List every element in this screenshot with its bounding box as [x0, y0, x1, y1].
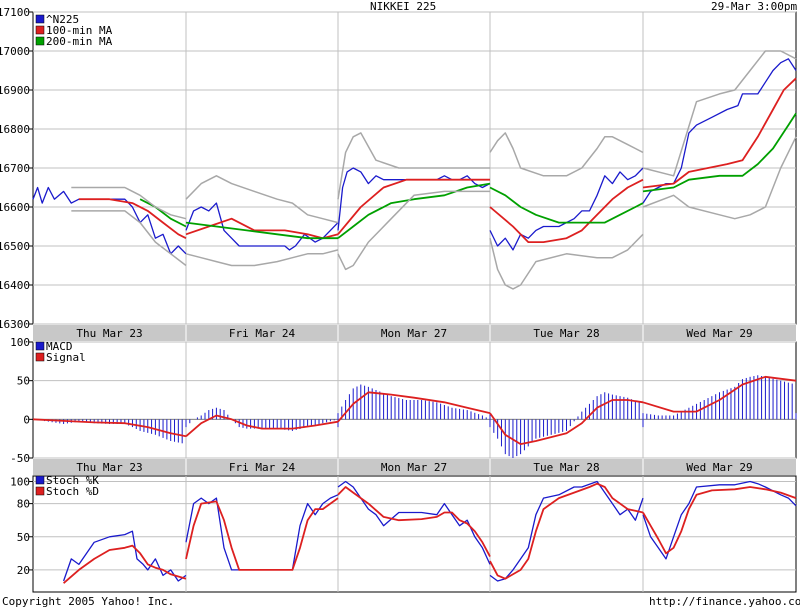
price-series-n225	[642, 58, 797, 204]
price-series-200-min-ma	[489, 186, 644, 224]
price-tick-label-16300: 16300	[0, 318, 30, 331]
legend-label-200-min-ma: 200-min MA	[46, 35, 113, 48]
legend-swatch-200-min-ma	[35, 36, 45, 46]
price-series-upper-band	[185, 175, 339, 224]
price-series-100-min-ma	[78, 198, 187, 240]
macd-tick-label-100: 100	[10, 336, 30, 349]
price-series-lower-band	[489, 233, 644, 290]
legend-label-stoch-d: Stoch %D	[46, 485, 99, 498]
macd-tick-label-50: 50	[17, 375, 30, 388]
copyright: Copyright 2005 Yahoo! Inc.	[2, 595, 175, 608]
price-series-200-min-ma	[185, 221, 338, 240]
day-label-wed-mar-29: Wed Mar 29	[686, 461, 752, 474]
legend-label-100-min-ma: 100-min MA	[46, 24, 113, 37]
stochastic-tick-label-50: 50	[17, 531, 30, 544]
macd-series-signal	[337, 391, 491, 423]
price-series-lower-band	[71, 210, 187, 267]
day-label-fri-mar-24: Fri Mar 24	[229, 327, 296, 340]
price-series-100-min-ma	[185, 217, 339, 240]
price-tick-label-16700: 16700	[0, 162, 30, 175]
legend-label-n225: ^N225	[46, 13, 79, 26]
stochastic-series-stoch-d	[489, 482, 644, 580]
price-series-lower-band	[185, 249, 339, 267]
price-series-200-min-ma	[337, 182, 491, 239]
price-series-lower-band	[642, 136, 797, 220]
price-series-upper-band	[71, 186, 187, 220]
timestamp: 29-Mar 3:00pm	[711, 0, 798, 13]
price-series-100-min-ma	[642, 77, 797, 189]
day-label-thu-mar-23: Thu Mar 23	[76, 327, 142, 340]
legend-swatch-macd	[35, 341, 45, 351]
price-series-upper-band	[642, 50, 797, 177]
day-strip	[33, 459, 796, 475]
stochastic-tick-label-100: 100	[10, 476, 30, 489]
price-tick-label-16600: 16600	[0, 201, 30, 214]
legend-label-macd: MACD	[46, 340, 73, 353]
macd-tick-label-0: 0	[23, 413, 30, 426]
day-label-mon-mar-27: Mon Mar 27	[381, 327, 447, 340]
legend-swatch-stoch-k	[35, 475, 45, 485]
price-tick-label-17000: 17000	[0, 45, 30, 58]
price-series-upper-band	[337, 132, 490, 200]
price-series-lower-band	[337, 190, 490, 271]
stochastic-tick-label-20: 20	[17, 564, 30, 577]
price-tick-label-17100: 17100	[0, 6, 30, 19]
price-series-100-min-ma	[489, 178, 644, 243]
day-label-wed-mar-29: Wed Mar 29	[686, 327, 752, 340]
stochastic-frame	[32, 475, 797, 593]
stochastic-series-stoch-k	[489, 480, 644, 582]
legend-swatch-stoch-d	[35, 486, 45, 496]
macd-series-signal	[642, 375, 797, 413]
price-series-200-min-ma	[642, 112, 797, 193]
price-tick-label-16500: 16500	[0, 240, 30, 253]
stochastic-series-stoch-d	[185, 497, 339, 571]
day-label-mon-mar-27: Mon Mar 27	[381, 461, 447, 474]
price-series-200-min-ma	[139, 198, 187, 228]
price-series-n225	[32, 186, 187, 255]
legend-label-stoch-k: Stoch %K	[46, 474, 99, 487]
price-tick-label-16400: 16400	[0, 279, 30, 292]
macd-series-signal	[489, 399, 644, 445]
day-label-thu-mar-23: Thu Mar 23	[76, 461, 142, 474]
price-tick-label-16900: 16900	[0, 84, 30, 97]
macd-tick-label--50: -50	[10, 452, 30, 465]
stochastic-series-stoch-d	[642, 486, 797, 555]
stochastic-tick-label-80: 80	[17, 498, 30, 511]
macd-series-signal	[185, 414, 339, 437]
day-label-fri-mar-24: Fri Mar 24	[229, 461, 296, 474]
day-label-tue-mar-28: Tue Mar 28	[533, 461, 599, 474]
price-tick-label-16800: 16800	[0, 123, 30, 136]
price-series-100-min-ma	[337, 178, 490, 235]
stochastic-series-stoch-d	[337, 486, 491, 558]
day-label-tue-mar-28: Tue Mar 28	[533, 327, 599, 340]
legend-swatch-100-min-ma	[35, 25, 45, 35]
stochastic-series-stoch-k	[185, 494, 339, 571]
legend-swatch-signal	[35, 352, 45, 362]
chart-title: NIKKEI 225	[370, 0, 437, 13]
source-url: http://finance.yahoo.com/	[649, 595, 800, 608]
macd-series-signal	[32, 418, 187, 438]
legend-label-signal: Signal	[46, 351, 86, 364]
stochastic-series-stoch-k	[642, 480, 797, 560]
price-series-n225	[185, 202, 339, 251]
day-strip	[33, 325, 796, 341]
price-series-upper-band	[489, 132, 644, 177]
legend-swatch-n225	[35, 14, 45, 24]
stochastic-series-stoch-d	[63, 544, 187, 584]
stochastic-series-stoch-k	[62, 530, 187, 582]
price-series-n225	[489, 167, 644, 251]
